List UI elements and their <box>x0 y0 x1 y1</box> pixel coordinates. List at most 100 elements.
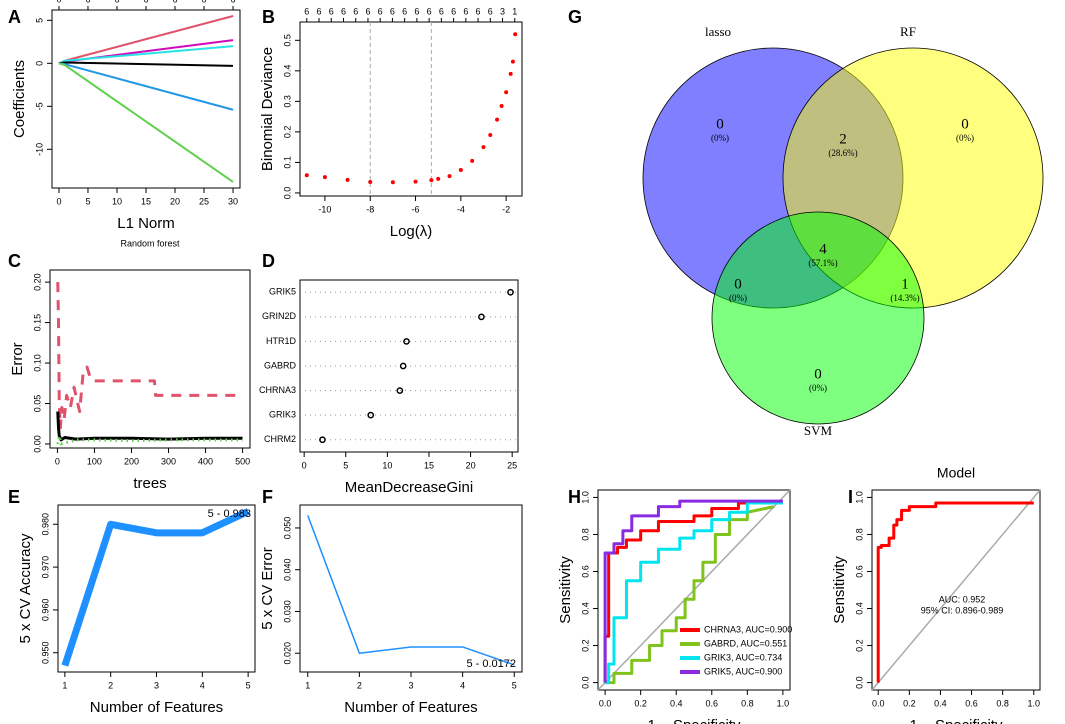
chart-title: Model <box>937 465 975 481</box>
dot <box>507 288 514 296</box>
point <box>413 179 418 184</box>
panel-letter: G <box>568 7 582 27</box>
y-tick-label: 0.6 <box>854 565 864 578</box>
x-tick-label: 0.8 <box>741 698 754 708</box>
series-line <box>876 501 1034 683</box>
point <box>345 177 350 182</box>
venn-set <box>711 211 925 425</box>
x-tick-label: 30 <box>228 196 238 206</box>
x-tick-label: 5 <box>85 196 90 206</box>
y-tick-label: 0.0 <box>282 187 292 200</box>
x-tick-label: 500 <box>235 456 250 466</box>
top-tick-label: 6 <box>114 0 119 4</box>
plot-frame <box>597 489 791 691</box>
chart-title: Random forest <box>120 238 180 248</box>
dot <box>399 362 407 370</box>
point <box>488 132 493 137</box>
panel-letter: E <box>8 487 20 507</box>
region-percent: (0%) <box>729 293 747 303</box>
y-tick-label: 0.4 <box>854 602 864 615</box>
top-tick-label: 6 <box>427 6 432 16</box>
region-count: 0 <box>961 116 969 132</box>
category-label: GRIK3 <box>269 410 296 420</box>
top-tick-label: 6 <box>414 6 419 16</box>
x-tick-label: 25 <box>507 460 517 470</box>
y-tick-label: 0.8 <box>854 528 864 541</box>
x-tick-label: 2 <box>357 680 362 690</box>
series-line <box>61 508 250 667</box>
x-tick-label: 0.8 <box>996 698 1009 708</box>
y-tick-label: 0.05 <box>32 395 42 413</box>
y-tick-label: 0.3 <box>282 95 292 108</box>
region-percent: (0%) <box>809 383 827 393</box>
plot-frame <box>871 489 1041 691</box>
x-axis-label: 1 − Specificity <box>648 717 741 724</box>
region-percent: (0%) <box>956 133 974 143</box>
x-tick-label: 1.0 <box>777 698 790 708</box>
y-tick-label: 0.00 <box>32 435 42 453</box>
x-tick-label: -10 <box>318 204 331 214</box>
panel-letter: C <box>8 251 21 271</box>
y-axis-label: Sensitivity <box>831 556 848 624</box>
y-tick-label: 0.4 <box>580 602 590 615</box>
annotation: 5 - 0.983 <box>208 508 251 520</box>
x-tick-label: 1 <box>62 680 67 690</box>
point <box>499 103 504 108</box>
top-tick-label: 3 <box>500 6 505 16</box>
point <box>447 174 452 179</box>
y-tick-label: 0.8 <box>580 528 590 541</box>
series-line <box>58 62 234 111</box>
series-line <box>56 434 243 446</box>
y-axis-label: 5 x CV Accuracy <box>17 533 34 644</box>
point <box>510 59 515 64</box>
region-percent: (14.3%) <box>890 293 919 303</box>
y-tick-label: 0.020 <box>282 642 292 665</box>
region-percent: (57.1%) <box>808 258 837 268</box>
category-label: CHRNA3 <box>259 385 296 395</box>
annotation: 5 - 0.0172 <box>466 658 516 670</box>
annotation: 95% CI: 0.896-0.989 <box>921 605 1004 615</box>
y-tick-label: 0.970 <box>40 556 50 579</box>
y-tick-label: 1.0 <box>580 491 590 504</box>
dot <box>367 411 375 419</box>
series-line <box>58 62 234 183</box>
top-tick-label: 6 <box>365 6 370 16</box>
dot <box>396 387 404 394</box>
x-tick-label: 0.2 <box>903 698 916 708</box>
x-tick-label: 3 <box>154 680 159 690</box>
x-tick-label: 10 <box>382 460 392 470</box>
region-percent: (28.6%) <box>828 148 857 158</box>
x-tick-label: -6 <box>412 204 420 214</box>
y-tick-label: 0.960 <box>40 599 50 622</box>
x-tick-label: 0 <box>55 456 60 466</box>
top-tick-label: 1 <box>512 6 517 16</box>
point <box>508 71 513 76</box>
y-tick-label: 0.10 <box>32 354 42 372</box>
y-tick-label: 1.0 <box>854 491 864 504</box>
x-tick-label: 10 <box>112 196 122 206</box>
top-tick-label: 6 <box>488 6 493 16</box>
dot <box>319 436 326 444</box>
y-tick-label: 0.15 <box>32 314 42 332</box>
top-tick-label: 6 <box>390 6 395 16</box>
plot-frame <box>299 21 523 197</box>
region-count: 0 <box>716 116 724 132</box>
x-axis-label: L1 Norm <box>117 215 175 232</box>
y-tick-label: 0.4 <box>282 65 292 78</box>
y-axis-label: Error <box>9 342 26 375</box>
top-tick-label: 6 <box>231 0 236 4</box>
x-tick-label: 100 <box>87 456 102 466</box>
point <box>368 179 373 184</box>
top-tick-label: 6 <box>353 6 358 16</box>
x-tick-label: 0 <box>302 460 307 470</box>
y-tick-label: 5 <box>34 18 44 23</box>
point <box>436 176 441 181</box>
point <box>504 90 509 95</box>
point <box>513 32 518 37</box>
category-label: GRIK5 <box>269 287 296 297</box>
point <box>470 158 475 163</box>
top-tick-label: 6 <box>451 6 456 16</box>
y-tick-label: 0.2 <box>854 639 864 652</box>
y-tick-label: 0.20 <box>32 273 42 291</box>
point <box>322 175 327 180</box>
